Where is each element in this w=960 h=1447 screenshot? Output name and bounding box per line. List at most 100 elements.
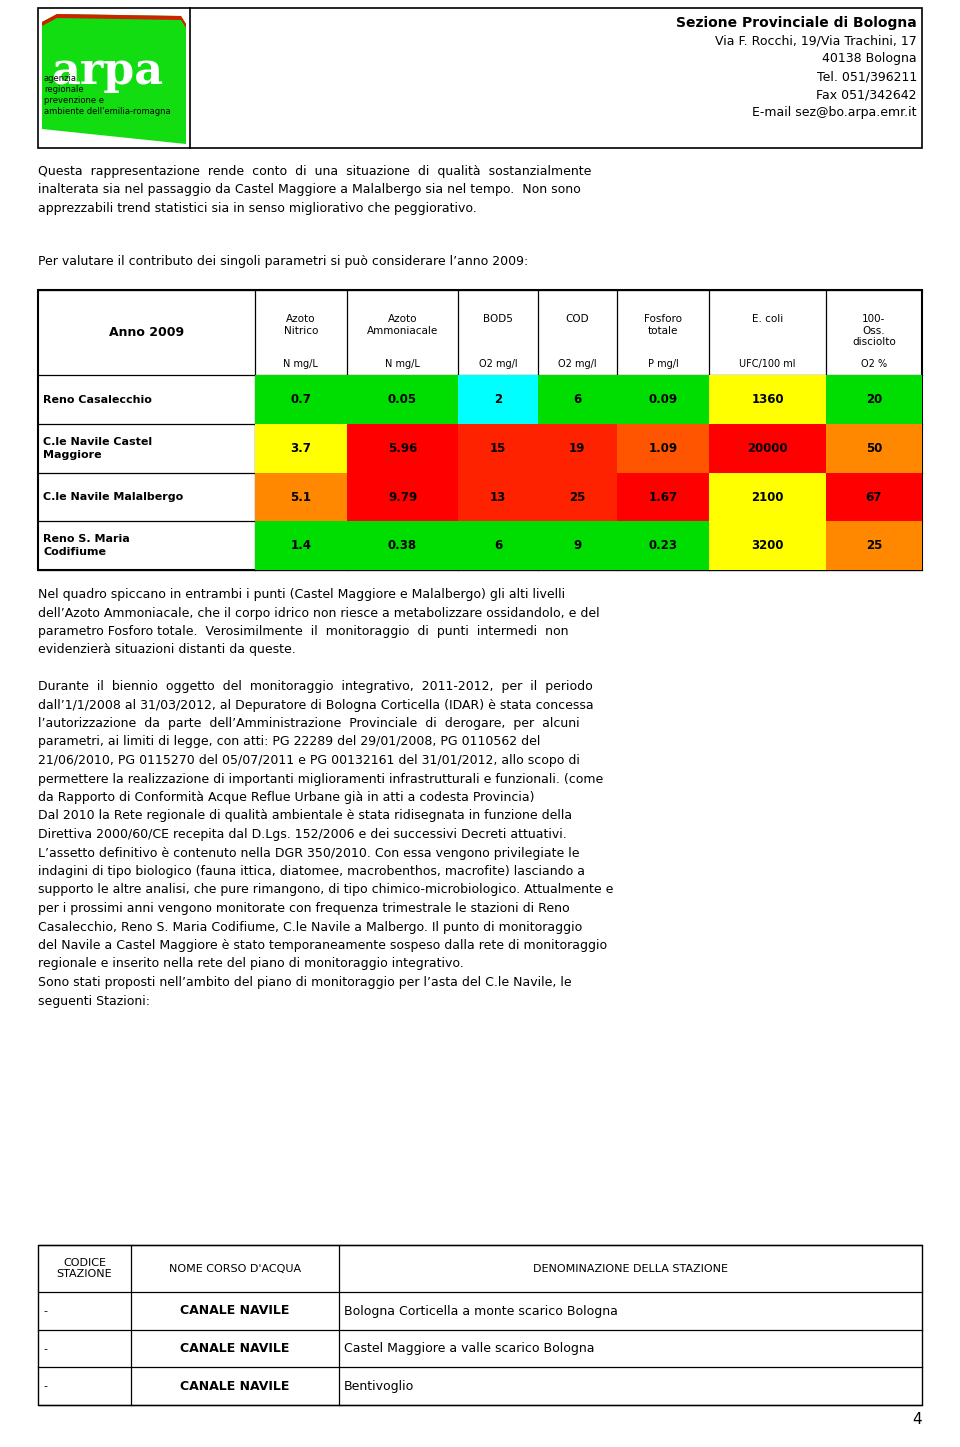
Bar — [458, 424, 538, 473]
Text: 3.7: 3.7 — [290, 441, 311, 454]
Bar — [617, 473, 709, 521]
Text: Azoto
Nitrico: Azoto Nitrico — [283, 314, 318, 336]
Text: 20000: 20000 — [747, 441, 788, 454]
Bar — [347, 375, 458, 424]
Bar — [38, 289, 922, 570]
Text: Reno Casalecchio: Reno Casalecchio — [43, 395, 152, 405]
Text: 4: 4 — [912, 1412, 922, 1427]
Text: Nel quadro spiccano in entrambi i punti (Castel Maggiore e Malalbergo) gli alti : Nel quadro spiccano in entrambi i punti … — [38, 587, 600, 657]
Text: Bologna Corticella a monte scarico Bologna: Bologna Corticella a monte scarico Bolog… — [344, 1305, 617, 1318]
Text: -: - — [43, 1344, 47, 1353]
Text: E-mail sez@bo.arpa.emr.it: E-mail sez@bo.arpa.emr.it — [753, 106, 917, 119]
Text: O2 mg/l: O2 mg/l — [558, 359, 597, 369]
Text: Anno 2009: Anno 2009 — [108, 326, 183, 339]
Bar — [254, 473, 347, 521]
Text: 6: 6 — [573, 394, 582, 407]
Text: 2: 2 — [493, 394, 502, 407]
Text: N mg/L: N mg/L — [283, 359, 318, 369]
Bar — [709, 473, 826, 521]
Bar — [538, 521, 617, 570]
Text: Fax 051/342642: Fax 051/342642 — [817, 88, 917, 101]
Text: 40138 Bologna: 40138 Bologna — [823, 52, 917, 65]
Text: Via F. Rocchi, 19/Via Trachini, 17: Via F. Rocchi, 19/Via Trachini, 17 — [715, 33, 917, 46]
Text: 50: 50 — [866, 441, 882, 454]
Text: 1.4: 1.4 — [290, 540, 311, 553]
Text: Tel. 051/396211: Tel. 051/396211 — [817, 69, 917, 82]
Text: Azoto
Ammoniacale: Azoto Ammoniacale — [367, 314, 438, 336]
Text: 19: 19 — [569, 441, 586, 454]
Text: 0.23: 0.23 — [649, 540, 678, 553]
Bar — [538, 424, 617, 473]
Text: O2 mg/l: O2 mg/l — [479, 359, 517, 369]
Polygon shape — [42, 14, 186, 27]
Bar — [617, 424, 709, 473]
Text: CANALE NAVILE: CANALE NAVILE — [180, 1343, 289, 1354]
Text: C.le Navile Malalbergo: C.le Navile Malalbergo — [43, 492, 183, 502]
Text: Questa  rappresentazione  rende  conto  di  una  situazione  di  qualità  sostan: Questa rappresentazione rende conto di u… — [38, 165, 591, 216]
Text: 1360: 1360 — [752, 394, 784, 407]
Text: Castel Maggiore a valle scarico Bologna: Castel Maggiore a valle scarico Bologna — [344, 1343, 594, 1354]
Text: Sezione Provinciale di Bologna: Sezione Provinciale di Bologna — [676, 16, 917, 30]
Text: 5.96: 5.96 — [388, 441, 418, 454]
Text: CODICE
STAZIONE: CODICE STAZIONE — [57, 1257, 112, 1279]
Bar — [38, 1244, 922, 1405]
Bar — [38, 9, 922, 148]
Text: arpa: arpa — [51, 51, 163, 93]
Text: DENOMINAZIONE DELLA STAZIONE: DENOMINAZIONE DELLA STAZIONE — [533, 1263, 728, 1273]
Bar — [826, 473, 922, 521]
Text: P mg/l: P mg/l — [648, 359, 679, 369]
Bar — [538, 375, 617, 424]
Bar — [709, 521, 826, 570]
Text: 100-
Oss.
disciolto: 100- Oss. disciolto — [852, 314, 896, 347]
Text: 5.1: 5.1 — [290, 491, 311, 504]
Text: NOME CORSO D'ACQUA: NOME CORSO D'ACQUA — [169, 1263, 300, 1273]
Text: UFC/100 ml: UFC/100 ml — [739, 359, 796, 369]
Text: N mg/L: N mg/L — [385, 359, 420, 369]
Text: 1.67: 1.67 — [649, 491, 678, 504]
Text: prevenzione e: prevenzione e — [44, 96, 104, 106]
Text: O2 %: O2 % — [861, 359, 887, 369]
Bar — [617, 375, 709, 424]
Text: Bentivoglio: Bentivoglio — [344, 1379, 414, 1392]
Bar — [254, 521, 347, 570]
Text: C.le Navile Castel
Maggiore: C.le Navile Castel Maggiore — [43, 437, 152, 460]
Bar — [826, 521, 922, 570]
Text: 9: 9 — [573, 540, 582, 553]
Text: CANALE NAVILE: CANALE NAVILE — [180, 1305, 289, 1318]
Text: 0.38: 0.38 — [388, 540, 417, 553]
Text: agenzia: agenzia — [44, 74, 77, 82]
Bar — [458, 473, 538, 521]
Bar — [617, 521, 709, 570]
Bar — [458, 375, 538, 424]
Polygon shape — [42, 14, 186, 145]
Bar — [826, 424, 922, 473]
Text: 0.09: 0.09 — [649, 394, 678, 407]
Bar — [709, 375, 826, 424]
Text: 15: 15 — [490, 441, 506, 454]
Text: 20: 20 — [866, 394, 882, 407]
Text: -: - — [43, 1307, 47, 1315]
Text: E. coli: E. coli — [752, 314, 783, 324]
Text: 0.05: 0.05 — [388, 394, 417, 407]
Text: COD: COD — [565, 314, 589, 324]
Text: regionale: regionale — [44, 85, 84, 94]
Text: ambiente dell'emilia-romagna: ambiente dell'emilia-romagna — [44, 107, 171, 116]
Text: 0.7: 0.7 — [290, 394, 311, 407]
Bar — [538, 473, 617, 521]
Bar — [347, 424, 458, 473]
Text: Durante  il  biennio  oggetto  del  monitoraggio  integrativo,  2011-2012,  per : Durante il biennio oggetto del monitorag… — [38, 680, 613, 1007]
Text: -: - — [43, 1382, 47, 1391]
Text: Fosforo
totale: Fosforo totale — [644, 314, 683, 336]
Text: 3200: 3200 — [752, 540, 783, 553]
Text: CANALE NAVILE: CANALE NAVILE — [180, 1379, 289, 1392]
Bar — [826, 375, 922, 424]
Bar — [254, 375, 347, 424]
Bar — [458, 521, 538, 570]
Text: 1.09: 1.09 — [649, 441, 678, 454]
Text: Per valutare il contributo dei singoli parametri si può considerare l’anno 2009:: Per valutare il contributo dei singoli p… — [38, 255, 528, 268]
Text: 25: 25 — [569, 491, 586, 504]
Text: 6: 6 — [493, 540, 502, 553]
Bar — [254, 424, 347, 473]
Bar — [709, 424, 826, 473]
Text: 13: 13 — [490, 491, 506, 504]
